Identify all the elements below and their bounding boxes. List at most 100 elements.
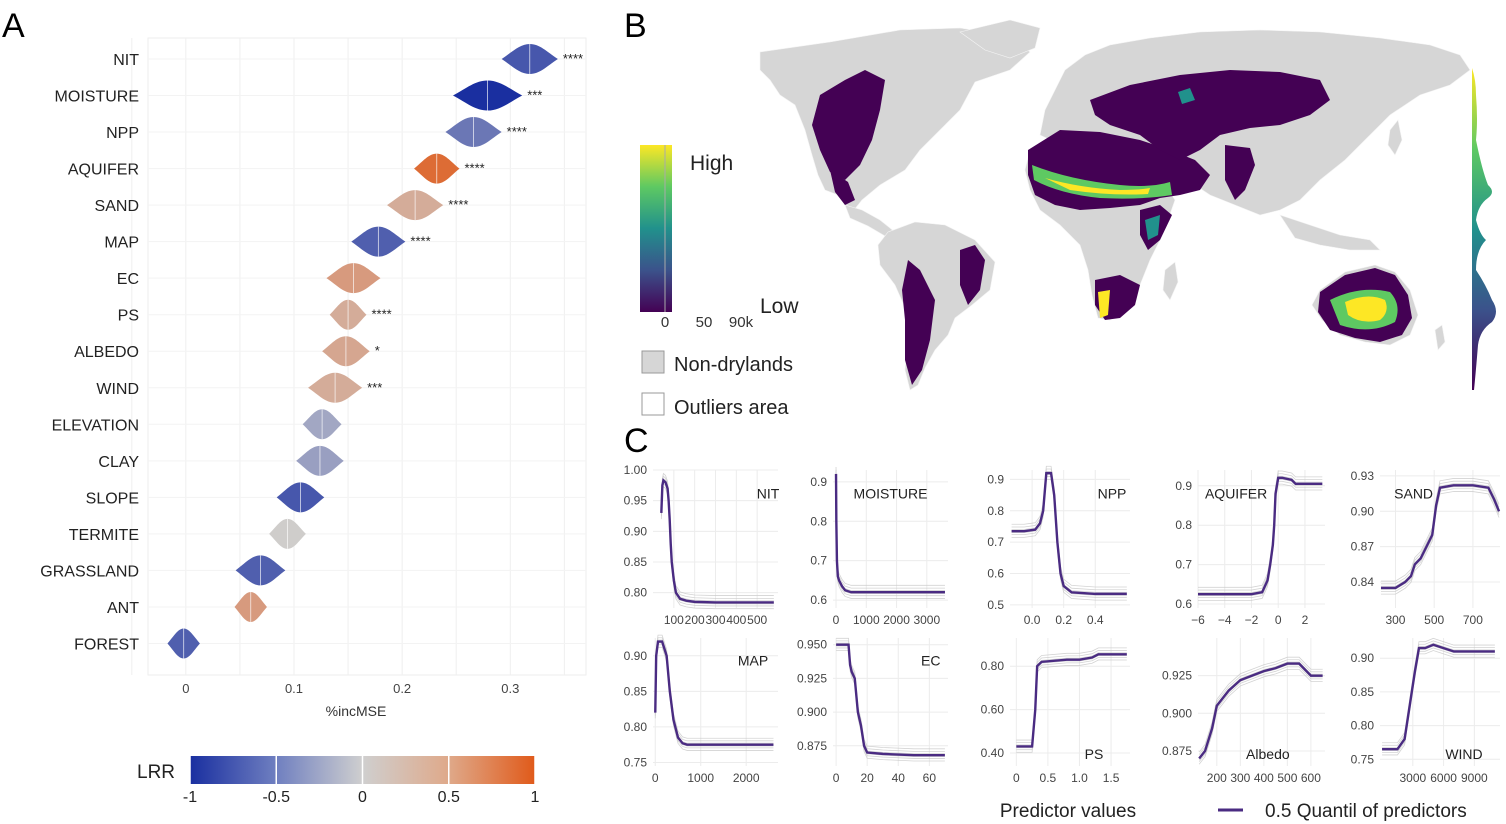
pdp-y-tick-label: 0.75 <box>624 755 648 769</box>
significance-label: *** <box>527 88 542 103</box>
pdp-panel-albedo: 200 300 400 500 600 0.875 0.900 0.925 Albedo <box>1162 638 1325 785</box>
pdp-background-curve <box>1382 637 1495 744</box>
pdp-x-tick-label: 500 <box>1424 613 1444 627</box>
pdp-y-tick-label: 0.875 <box>1162 744 1192 758</box>
hotspot-southern-africa <box>1098 290 1110 318</box>
pdp-y-tick-label: 0.85 <box>624 555 648 569</box>
pdp-x-tick-label: 1.0 <box>1071 771 1088 785</box>
pdp-x-tick-label: 9000 <box>1461 771 1488 785</box>
pdp-x-tick-label: 1.5 <box>1103 771 1120 785</box>
hotspot-central-asia <box>1178 88 1195 104</box>
pdp-y-tick-label: 0.900 <box>797 705 827 719</box>
pdp-y-tick-label: 0.900 <box>1162 706 1192 720</box>
pdp-panel-title: NIT <box>757 486 780 502</box>
pdp-median-curve <box>1382 643 1495 751</box>
pdp-y-tick-label: 0.90 <box>1351 504 1375 518</box>
pdp-median-curve <box>1198 662 1323 760</box>
pdp-x-tick-label: 300 <box>1385 613 1405 627</box>
category-label-albedo: ALBEDO <box>74 344 139 361</box>
pdp-x-tick-label: 300 <box>1230 771 1250 785</box>
pdp-x-tick-label: 500 <box>1277 771 1297 785</box>
hotspot-australia-core <box>1345 296 1387 322</box>
pdp-y-tick-label: 0.90 <box>624 524 648 538</box>
significance-label: *** <box>367 380 382 395</box>
latitude-density-profile <box>1472 68 1496 390</box>
pdp-median-curve <box>1198 476 1323 596</box>
pdp-panel-sand: 300 500 700 0.84 0.87 0.90 0.93 SAND <box>1351 469 1501 627</box>
pdp-x-tick-label: 2000 <box>733 771 760 785</box>
nondrylands-label: Non-drylands <box>674 354 793 376</box>
pdp-panel-ec: 0 20 40 60 0.875 0.900 0.925 0.950 EC <box>797 638 948 785</box>
pdp-y-tick-label: 0.95 <box>624 494 648 508</box>
pdp-x-tick-label: 300 <box>705 613 725 627</box>
pdp-x-tick-label: 500 <box>747 613 767 627</box>
significance-label: **** <box>464 161 484 176</box>
pdp-y-tick-label: 0.60 <box>981 703 1005 717</box>
panel-a-x-ticks: 0 0.1 0.2 0.3 <box>182 681 519 696</box>
category-label-aquifer: AQUIFER <box>68 162 139 179</box>
pdp-y-tick-label: 0.6 <box>810 593 827 607</box>
pdp-median-curve <box>1011 471 1127 596</box>
pdp-y-tick-label: 0.8 <box>1175 518 1192 532</box>
pdp-panel-aquifer: −6 −4 −2 0 2 0.6 0.7 0.8 0.9 AQUIFER <box>1175 470 1325 627</box>
pdp-y-tick-label: 0.85 <box>1351 685 1375 699</box>
pdp-x-tick-label: 0 <box>652 771 659 785</box>
japan <box>1387 119 1403 156</box>
pdp-panel-moisture: 0 1000 2000 3000 0.6 0.7 0.8 0.9 MOISTURE <box>810 467 948 627</box>
pdp-x-tick-label: 40 <box>892 771 906 785</box>
pdp-panel-map: 0 1000 2000 0.75 0.80 0.85 0.90 MAP <box>624 634 778 785</box>
panel-a-x-tick-label: 0.2 <box>393 681 411 696</box>
pdp-y-tick-label: 0.7 <box>1175 558 1192 572</box>
category-label-npp: NPP <box>106 125 139 142</box>
density-legend-tick-0: 0 <box>661 314 669 331</box>
pdp-x-tick-label: 20 <box>861 771 875 785</box>
panel-label-c: C <box>624 422 649 460</box>
panel-a-violin-chart: NIT MOISTURE NPP AQUIFER SAND MAP EC PS ALBEDO WI… <box>40 37 587 806</box>
dryland-south-america-east <box>960 245 985 305</box>
pdp-y-tick-label: 0.7 <box>987 535 1004 549</box>
nondrylands-swatch <box>641 350 665 374</box>
category-label-nit: NIT <box>113 52 139 69</box>
pdp-y-tick-label: 0.925 <box>1162 669 1192 683</box>
panel-a-x-tick-label: 0.1 <box>285 681 303 696</box>
central-america <box>844 204 896 237</box>
panel-a-significance-labels: ******************************* <box>367 51 583 395</box>
pdp-x-tick-label: −4 <box>1218 613 1232 627</box>
pdp-x-tick-label: 2 <box>1302 613 1309 627</box>
panel-a-x-tick-label: 0 <box>182 681 189 696</box>
pdp-y-tick-label: 0.6 <box>987 567 1004 581</box>
pdp-y-tick-label: 0.9 <box>1175 479 1192 493</box>
lrr-tick-label: -0.5 <box>262 789 290 806</box>
panel-c-legend-label: 0.5 Quantil of predictors <box>1265 801 1467 822</box>
pdp-y-tick-label: 0.84 <box>1351 575 1375 589</box>
density-legend-tick-50: 50 <box>696 314 713 331</box>
pdp-x-tick-label: 6000 <box>1430 771 1457 785</box>
pdp-panel-title: PS <box>1085 746 1104 762</box>
lrr-tick-label: 1 <box>531 789 540 806</box>
pdp-x-tick-label: 600 <box>1301 771 1321 785</box>
pdp-background-curve <box>1380 488 1500 592</box>
outliers-label: Outliers area <box>674 397 789 419</box>
pdp-panel-title: MAP <box>738 652 768 668</box>
new-zealand <box>1434 324 1446 351</box>
pdp-panel-title: NPP <box>1098 486 1127 502</box>
category-label-clay: CLAY <box>98 454 139 471</box>
pdp-panel-ps: 0 0.5 1.0 1.5 0.40 0.60 0.80 PS <box>981 638 1130 785</box>
pdp-y-tick-label: 0.80 <box>1351 719 1375 733</box>
panel-a-x-axis-label: %incMSE <box>326 703 387 719</box>
southeast-asia-islands <box>1279 214 1381 251</box>
madagascar <box>1162 261 1179 301</box>
dryland-india <box>1225 145 1255 200</box>
pdp-x-tick-label: 700 <box>1463 613 1483 627</box>
panel-a-x-tick-label: 0.3 <box>501 681 519 696</box>
pdp-x-tick-label: 0 <box>833 613 840 627</box>
density-legend-low: Low <box>760 295 799 318</box>
category-label-map: MAP <box>104 235 139 252</box>
significance-label: **** <box>371 307 391 322</box>
category-label-termite: TERMITE <box>69 527 139 544</box>
category-label-moisture: MOISTURE <box>55 89 139 106</box>
pdp-y-tick-label: 1.00 <box>624 463 648 477</box>
category-label-grassland: GRASSLAND <box>40 563 139 580</box>
density-legend-high: High <box>690 152 733 175</box>
